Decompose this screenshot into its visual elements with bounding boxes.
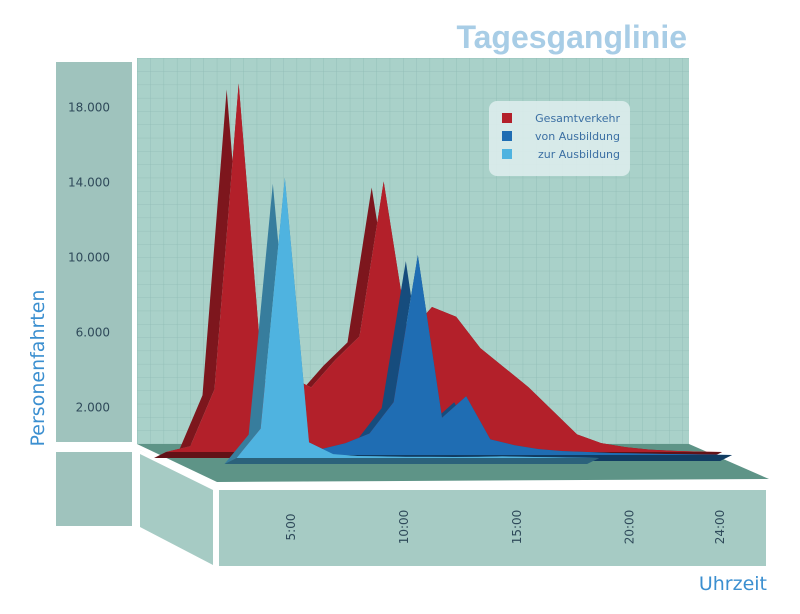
series-zur-ausbildung <box>224 177 599 464</box>
x-tick-label: 5:00 <box>284 514 298 541</box>
y-tick-label: 6.000 <box>76 326 110 340</box>
legend-label: zur Ausbildung <box>538 148 620 161</box>
legend-label: von Ausbildung <box>535 130 620 143</box>
x-axis-label: Uhrzeit <box>699 573 767 595</box>
legend-swatch <box>502 149 512 159</box>
series-area <box>236 177 599 458</box>
y-tick-label: 10.000 <box>68 251 110 265</box>
x-tick-label: 15:00 <box>510 510 524 545</box>
y-axis-panel <box>56 62 132 442</box>
x-tick-label: 20:00 <box>623 510 637 545</box>
x-tick-labels: 5:00 10:00 15:00 20:00 24:00 <box>284 510 727 545</box>
legend-swatch <box>502 131 512 141</box>
y-axis-panel-lower <box>56 452 132 526</box>
legend-swatch <box>502 113 512 123</box>
x-tick-label: 24:00 <box>713 510 727 545</box>
legend-items: Gesamtverkehr von Ausbildung zur Ausbildun… <box>502 112 620 161</box>
y-tick-label: 14.000 <box>68 176 110 190</box>
y-axis-label: Personenfahrten <box>27 290 49 447</box>
legend-label: Gesamtverkehr <box>535 112 620 125</box>
series-base-edge <box>224 458 599 464</box>
series-layer <box>154 83 732 464</box>
y-tick-label: 2.000 <box>76 401 110 415</box>
floor-highlight <box>140 450 769 490</box>
y-tick-label: 18.000 <box>68 101 110 115</box>
x-tick-label: 10:00 <box>397 510 411 545</box>
y-tick-labels: 18.000 14.000 10.000 6.000 2.000 <box>68 101 110 415</box>
series-area <box>166 83 722 453</box>
x-axis-panel <box>219 490 766 566</box>
chart-title: Tagesganglinie <box>456 19 687 55</box>
legend-box <box>489 101 630 176</box>
legend: Gesamtverkehr von Ausbildung zur Ausbildun… <box>489 101 630 176</box>
